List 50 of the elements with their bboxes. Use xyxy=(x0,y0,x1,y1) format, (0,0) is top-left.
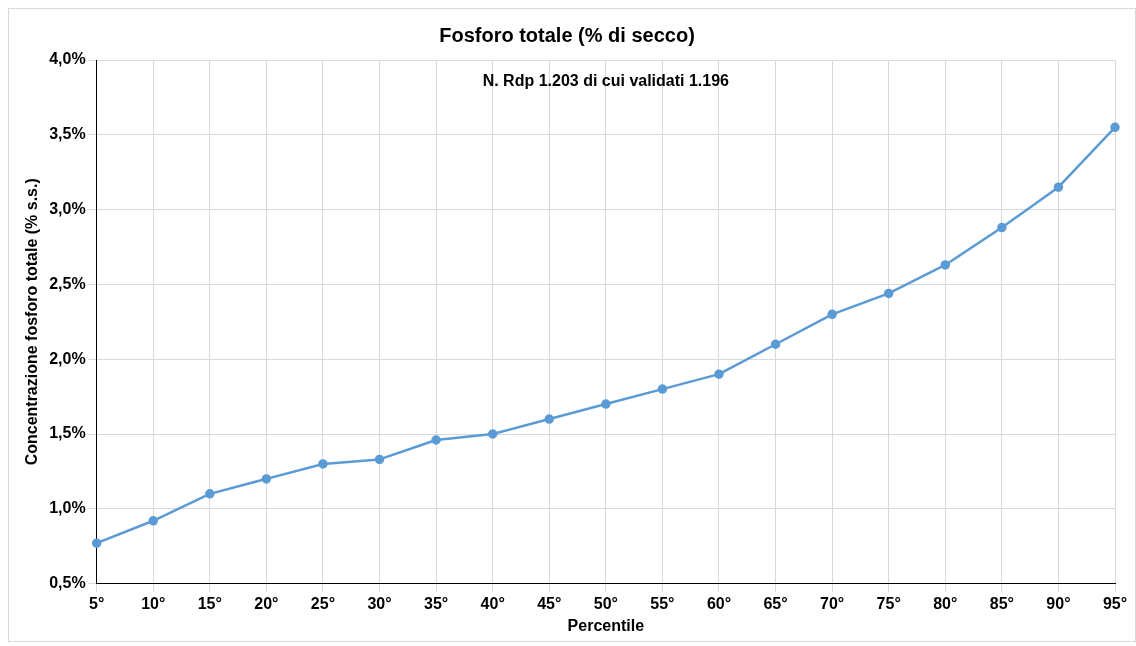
x-tick-label: 85° xyxy=(989,594,1014,612)
point xyxy=(601,399,611,409)
x-tick-label: 55° xyxy=(650,594,675,612)
y-axis-title: Concentrazione fosforo totale (% s.s.) xyxy=(23,178,41,466)
y-tick-label: 4,0% xyxy=(49,50,86,68)
x-tick-label: 75° xyxy=(876,594,901,612)
point xyxy=(544,414,555,424)
x-tick-label: 60° xyxy=(706,594,732,612)
x-tick-label: 15° xyxy=(197,594,222,612)
x-tick-label: 90° xyxy=(1046,594,1071,612)
point xyxy=(261,474,272,484)
x-tick-label: 80° xyxy=(933,594,958,612)
x-tick-label: 50° xyxy=(593,594,618,612)
x-axis-title: Percentile xyxy=(567,616,645,634)
annotation: N. Rdp 1.203 di cui validati 1.196 xyxy=(482,72,730,90)
point xyxy=(1110,122,1120,133)
x-tick-label: 10° xyxy=(141,594,166,612)
y-tick-label: 3,0% xyxy=(49,200,86,218)
point xyxy=(883,288,894,299)
point xyxy=(940,260,951,270)
y-tick-label: 1,5% xyxy=(49,424,86,442)
x-tick-label: 5° xyxy=(89,594,105,612)
point xyxy=(770,339,781,349)
y-tick-label: 3,5% xyxy=(49,125,86,143)
y-tick-label: 1,0% xyxy=(49,499,86,517)
point xyxy=(487,429,498,439)
chart-title: Fosforo totale (% di secco) xyxy=(439,23,695,46)
x-tick-label: 70° xyxy=(820,594,845,612)
x-tick-label: 20° xyxy=(254,594,279,612)
x-tick-label: 45° xyxy=(537,594,562,612)
point xyxy=(148,516,158,526)
x-tick-label: 25° xyxy=(310,594,336,612)
point xyxy=(997,222,1007,233)
point xyxy=(1053,182,1064,192)
x-tick-label: 35° xyxy=(424,594,449,612)
point xyxy=(827,309,837,320)
point xyxy=(657,384,668,394)
y-tick-label: 0,5% xyxy=(49,574,86,592)
x-tick-label: 95° xyxy=(1102,594,1128,612)
point xyxy=(374,454,385,465)
point xyxy=(205,489,215,499)
point xyxy=(318,459,328,469)
y-tick-label: 2,5% xyxy=(49,274,86,292)
y-tick-label: 2,0% xyxy=(49,349,86,367)
x-tick-label: 40° xyxy=(480,594,505,612)
point xyxy=(91,538,102,548)
point xyxy=(431,435,441,445)
x-tick-label: 30° xyxy=(367,594,392,612)
x-tick-label: 65° xyxy=(763,594,788,612)
point xyxy=(714,369,724,379)
